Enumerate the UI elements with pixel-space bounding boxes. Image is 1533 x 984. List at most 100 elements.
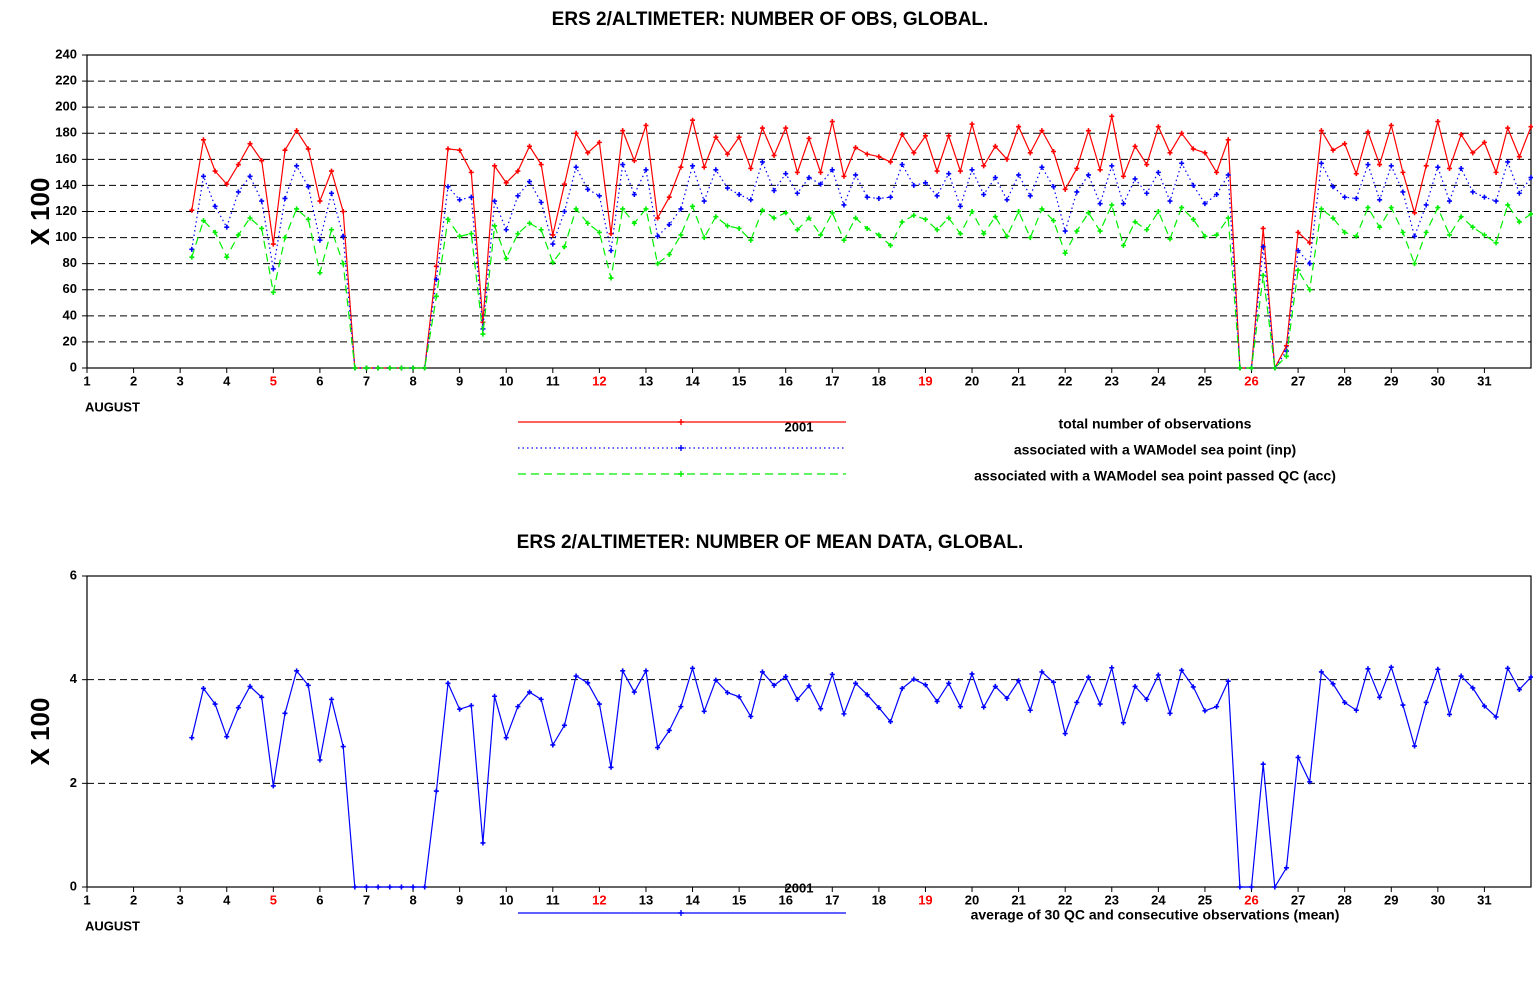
data-point: [899, 162, 905, 168]
data-point: [340, 209, 346, 214]
data-point: [899, 132, 905, 138]
data-point: [1400, 229, 1406, 235]
data-point: [247, 173, 253, 179]
data-point: [445, 146, 451, 152]
data-point: [1155, 169, 1161, 175]
x-tick-label: 26: [1244, 373, 1258, 388]
x-tick-label: 8: [409, 373, 416, 388]
data-point: [1318, 128, 1324, 134]
data-point: [1179, 130, 1185, 136]
data-point: [375, 365, 381, 371]
data-point: [224, 224, 230, 230]
x-tick-label: 2: [130, 373, 137, 388]
data-point: [620, 668, 626, 674]
data-point: [853, 145, 859, 151]
data-point: [596, 229, 602, 235]
data-point: [1074, 699, 1080, 705]
data-point: [1120, 242, 1126, 248]
data-point: [1085, 210, 1091, 216]
y-tick-label: 6: [70, 567, 77, 582]
data-point: [1190, 684, 1196, 690]
data-point: [1016, 209, 1022, 214]
data-point: [1307, 779, 1313, 785]
data-point: [1272, 365, 1278, 371]
data-point: [992, 683, 998, 689]
data-point: [1435, 205, 1441, 211]
y-tick-label: 140: [55, 177, 77, 192]
data-point: [340, 233, 346, 239]
x-tick-label: 18: [872, 892, 886, 907]
data-point: [1342, 141, 1348, 147]
data-point: [1528, 124, 1533, 130]
data-point: [1493, 169, 1499, 175]
data-point: [643, 668, 649, 674]
data-point: [596, 139, 602, 145]
data-point: [1225, 137, 1231, 143]
data-point: [946, 133, 952, 139]
data-point: [596, 193, 602, 199]
data-point: [1074, 165, 1080, 171]
data-point: [992, 175, 998, 181]
data-point: [1249, 365, 1255, 371]
data-point: [1202, 201, 1208, 207]
data-point: [841, 173, 847, 179]
data-point: [1051, 149, 1057, 155]
data-point: [794, 227, 800, 233]
data-point: [224, 181, 230, 187]
data-point: [608, 275, 614, 281]
data-point: [492, 693, 498, 699]
data-point: [561, 244, 567, 250]
x-tick-label: 28: [1337, 892, 1351, 907]
data-point: [282, 235, 288, 241]
data-point: [666, 194, 672, 200]
data-point: [981, 163, 987, 169]
data-point: [294, 128, 300, 134]
data-point: [771, 188, 777, 194]
data-point: [189, 207, 195, 213]
data-point: [1225, 678, 1231, 684]
data-point: [759, 159, 765, 165]
data-point: [701, 164, 707, 170]
data-point: [690, 203, 696, 209]
data-point: [247, 215, 253, 221]
data-point: [724, 185, 730, 191]
data-point: [212, 701, 218, 707]
data-point: [911, 212, 917, 218]
data-point: [1365, 162, 1371, 168]
data-point: [492, 198, 498, 204]
x-tick-label: 19: [918, 373, 932, 388]
x-tick-label: 5: [270, 373, 277, 388]
data-point: [1505, 202, 1511, 208]
data-point: [608, 248, 614, 254]
data-point: [1260, 244, 1266, 250]
data-point: [1283, 353, 1289, 359]
data-point: [1062, 250, 1068, 256]
data-point: [235, 189, 241, 195]
data-point: [1342, 699, 1348, 705]
data-point: [1423, 699, 1429, 705]
data-point: [946, 215, 952, 221]
data-point: [992, 143, 998, 149]
data-point: [1202, 150, 1208, 156]
data-point: [1085, 674, 1091, 680]
data-point: [282, 195, 288, 201]
data-point: [492, 223, 498, 229]
data-point: [864, 194, 870, 200]
data-point: [690, 163, 696, 169]
data-point: [1202, 233, 1208, 239]
data-point: [1365, 129, 1371, 135]
data-point: [1004, 695, 1010, 701]
data-point: [1027, 193, 1033, 199]
data-point: [771, 215, 777, 221]
data-point: [899, 219, 905, 225]
data-point: [771, 152, 777, 158]
data-point: [1039, 669, 1045, 675]
data-point: [1120, 173, 1126, 179]
data-point: [1481, 194, 1487, 200]
data-point: [1481, 139, 1487, 145]
series-line: [191, 203, 1532, 370]
data-point: [317, 270, 323, 276]
data-point: [1388, 122, 1394, 128]
data-point: [189, 735, 195, 741]
x-tick-label: 19: [918, 892, 932, 907]
